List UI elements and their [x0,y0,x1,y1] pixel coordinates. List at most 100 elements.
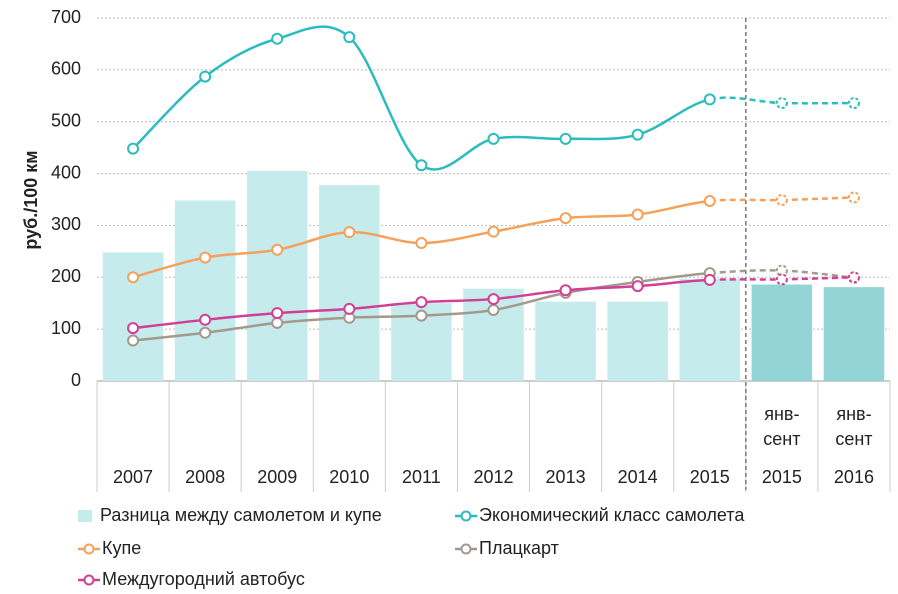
point [199,326,212,339]
point [415,296,428,309]
point [847,191,860,204]
line-segment [348,36,423,167]
line-segment [204,37,278,78]
point [343,31,356,44]
point [271,316,284,329]
point [703,195,716,208]
point [559,284,572,297]
legend-marker [83,574,95,586]
line-segment [493,135,566,141]
line-segment [781,196,854,202]
line-segment [637,271,710,284]
legend-label: Купе [102,538,141,558]
point [127,271,140,284]
point [271,32,284,45]
point [127,142,140,155]
point [703,273,716,286]
point [415,237,428,250]
line-segment [637,98,711,136]
y-tick-label: 400 [51,162,81,182]
y-axis-label: руб./100 км [21,150,41,249]
point [343,302,356,315]
line-segment [277,230,350,252]
line-segment [421,297,494,304]
legend-label: Экономический класс самолета [479,505,745,525]
line-segment [781,276,854,281]
point [127,334,140,347]
point [487,132,500,145]
line-segment [421,308,494,317]
x-tick-label: 2008 [185,467,226,487]
point [775,194,788,207]
line-segment [709,96,782,105]
bar [319,184,380,381]
line-segment [493,291,566,312]
line-segment [421,230,494,245]
point [199,70,212,83]
line-segment [565,284,638,292]
y-tick-label: 200 [51,266,81,286]
line-segment [276,25,351,40]
line-segment [709,269,782,275]
point [775,97,788,110]
line-segment [565,213,638,220]
line-segment [493,289,566,301]
point [631,280,644,293]
x-tick-label: 2009 [257,467,298,487]
bar [679,278,741,381]
line-segment [637,278,710,288]
line-segment [349,230,422,245]
y-tick-label: 100 [51,318,81,338]
bar [607,301,668,381]
line-segment [132,75,206,150]
bar [246,170,308,381]
legend-marker [83,543,95,555]
point [631,208,644,221]
point [343,226,356,239]
y-tick-label: 300 [51,214,81,234]
legend-marker [460,543,472,555]
point [487,303,500,316]
point [271,307,284,320]
point [559,132,572,145]
x-tick-label: 2014 [617,467,658,487]
x-group-label: янв-сент [763,404,801,449]
line-segment [349,300,422,311]
line-segment [709,198,782,203]
line-segment [205,311,278,322]
point [415,309,428,322]
point [775,273,788,286]
legend-label: Междугородний автобус [102,569,305,589]
x-tick-label: 2011 [402,467,441,487]
point [847,271,860,284]
point [487,293,500,306]
point [199,313,212,326]
y-tick-label: 700 [51,7,81,27]
point [631,128,644,141]
line-segment [204,321,278,335]
x-tick-label: 2015 [689,467,730,487]
point [415,159,428,172]
point [199,251,212,264]
x-tick-label: 2015 [761,467,802,487]
point [127,322,140,335]
point [559,212,572,225]
point [703,93,716,106]
legend-label: Плацкарт [479,538,559,558]
x-group-label: янв-сент [835,404,873,449]
line-segment [637,199,710,216]
legend-marker [460,510,472,522]
bar [751,284,813,381]
point [847,97,860,110]
line-segment [277,307,350,315]
bar [174,200,236,381]
x-tick-label: 2010 [329,467,370,487]
x-tick-label: 2013 [545,467,586,487]
legend-swatch [78,510,92,522]
line-segment [565,133,639,141]
y-tick-label: 0 [71,370,81,390]
x-tick-label: 2007 [113,467,154,487]
line-segment [781,269,855,280]
